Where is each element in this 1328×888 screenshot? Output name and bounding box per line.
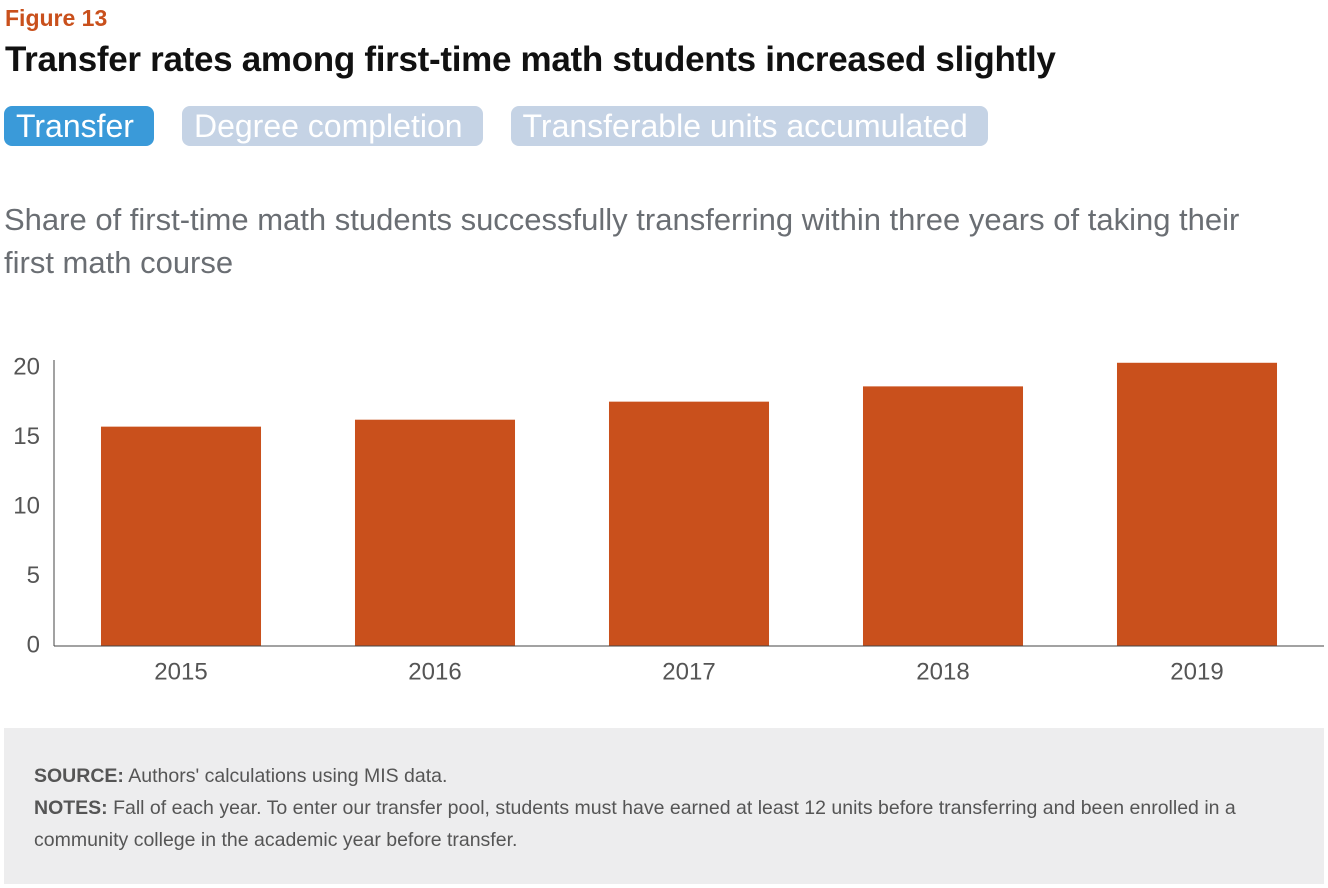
x-tick-label: 2018 — [916, 658, 969, 685]
tab[interactable]: Transferable units accumulated — [510, 106, 988, 146]
x-tick-label: 2019 — [1170, 658, 1223, 685]
source: SOURCE: Authors' calculations using MIS … — [34, 760, 1294, 792]
bar — [100, 426, 262, 646]
tab[interactable]: Transfer — [4, 106, 154, 146]
y-tick-label: 10 — [13, 493, 40, 520]
y-tick-label: 15 — [13, 423, 40, 450]
bar — [1116, 362, 1278, 646]
y-tick-label: 20 — [13, 354, 40, 381]
x-tick-label: 2017 — [662, 658, 715, 685]
bar — [608, 401, 770, 646]
tab[interactable]: Degree completion — [181, 106, 483, 146]
notes: NOTES: Fall of each year. To enter our t… — [34, 792, 1294, 856]
notes-label: NOTES: — [34, 797, 108, 819]
source-label: SOURCE: — [34, 765, 124, 787]
y-tick-label: 0 — [27, 631, 40, 658]
chart-subtitle: Share of first-time math students succes… — [4, 202, 1240, 280]
notes-text: Fall of each year. To enter our transfer… — [34, 797, 1236, 851]
figure-label: Figure 13 — [5, 5, 108, 31]
y-tick-label: 5 — [27, 562, 40, 589]
bar — [862, 386, 1024, 646]
tabs: Transfer Degree completion Transferable … — [4, 106, 988, 146]
x-tick-label: 2016 — [408, 658, 461, 685]
bar — [354, 419, 516, 646]
title: Transfer rates among first-time math stu… — [5, 40, 1056, 79]
source-text: Authors' calculations using MIS data. — [128, 765, 448, 787]
footer: SOURCE: Authors' calculations using MIS … — [4, 728, 1324, 884]
x-tick-label: 2015 — [154, 658, 207, 685]
chart: 0 5 10 15 20 2015 2016 2017 2018 2019 — [13, 354, 1324, 685]
